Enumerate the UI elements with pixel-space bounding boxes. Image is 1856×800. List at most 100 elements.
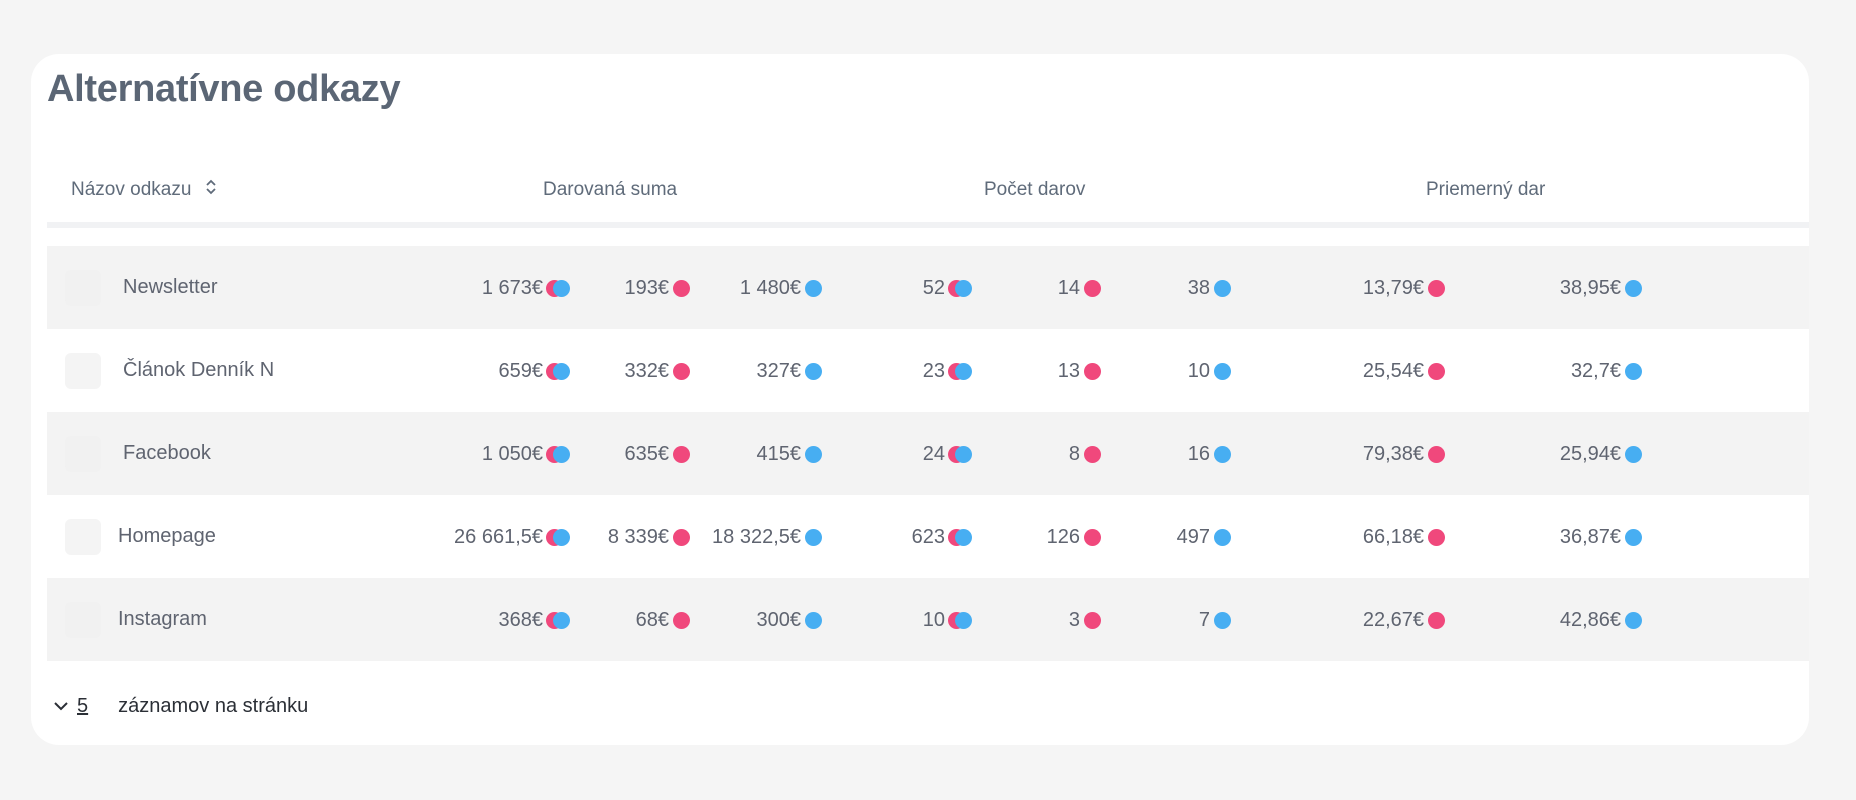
combined-dot-icon bbox=[948, 611, 972, 629]
cell-value: 415€ bbox=[756, 442, 802, 465]
pink-dot-icon bbox=[673, 445, 690, 463]
pink-dot-icon bbox=[673, 362, 690, 380]
cell-sum-total: 1 050€ bbox=[482, 442, 570, 466]
table-body: Newsletter 1 673€ 193€ 1 480€ 52 14 38 13,79€ 38… bbox=[47, 246, 1809, 661]
cell-value: 659€ bbox=[498, 359, 544, 382]
blue-dot-icon bbox=[1214, 279, 1231, 297]
cell-value: 24 bbox=[922, 442, 945, 465]
cell-value: 23 bbox=[922, 359, 945, 382]
table-row[interactable]: Instagram 368€ 68€ 300€ 10 3 7 22,67€ 42,86€ bbox=[47, 578, 1809, 661]
cell-value: 16 bbox=[1187, 442, 1210, 465]
pink-dot-icon bbox=[1428, 611, 1445, 629]
cell-value: 36,87€ bbox=[1559, 525, 1621, 548]
cell-value: 68€ bbox=[635, 608, 669, 631]
column-header-sum: Darovaná suma bbox=[543, 179, 678, 200]
column-header-average: Priemerný dar bbox=[1426, 179, 1546, 200]
cell-sum-pink: 635€ bbox=[624, 442, 690, 466]
combined-dot-icon bbox=[546, 445, 570, 463]
cell-value: 300€ bbox=[756, 608, 802, 631]
cell-cnt-blue: 38 bbox=[1188, 276, 1231, 300]
link-thumbnail bbox=[65, 519, 101, 555]
pink-dot-icon bbox=[673, 528, 690, 546]
pink-dot-icon bbox=[1084, 362, 1101, 380]
cell-cnt-total: 10 bbox=[923, 608, 972, 632]
cell-sum-pink: 193€ bbox=[624, 276, 690, 300]
cell-value: 32,7€ bbox=[1570, 359, 1621, 382]
chevron-down-icon[interactable] bbox=[51, 696, 71, 716]
cell-avg-blue: 25,94€ bbox=[1560, 442, 1642, 466]
table-row[interactable]: Newsletter 1 673€ 193€ 1 480€ 52 14 38 13,79€ 38… bbox=[47, 246, 1809, 329]
cell-avg-blue: 42,86€ bbox=[1560, 608, 1642, 632]
cell-sum-blue: 300€ bbox=[756, 608, 822, 632]
cell-cnt-pink: 8 bbox=[1069, 442, 1101, 466]
cell-value: 7 bbox=[1198, 608, 1210, 631]
cell-value: 22,67€ bbox=[1362, 608, 1424, 631]
link-name: Newsletter bbox=[123, 276, 218, 298]
table-row[interactable]: Článok Denník N 659€ 332€ 327€ 23 13 10 25,54€ 3… bbox=[47, 329, 1809, 412]
pink-dot-icon bbox=[1428, 528, 1445, 546]
blue-dot-icon bbox=[805, 362, 822, 380]
cell-value: 368€ bbox=[498, 608, 544, 631]
cell-value: 25,54€ bbox=[1362, 359, 1424, 382]
cell-value: 79,38€ bbox=[1362, 442, 1424, 465]
cell-sum-pink: 332€ bbox=[625, 359, 690, 383]
link-thumbnail bbox=[65, 353, 101, 389]
cell-cnt-blue: 497 bbox=[1177, 525, 1231, 549]
cell-value: 66,18€ bbox=[1362, 525, 1424, 548]
cell-sum-total: 368€ bbox=[498, 608, 570, 632]
combined-dot-icon bbox=[546, 362, 570, 380]
blue-dot-icon bbox=[1214, 528, 1231, 546]
pink-dot-icon bbox=[1084, 611, 1101, 629]
cell-value: 635€ bbox=[624, 442, 670, 465]
cell-sum-blue: 415€ bbox=[756, 442, 822, 466]
link-name: Instagram bbox=[118, 608, 207, 630]
column-header-count: Počet darov bbox=[984, 179, 1086, 200]
cell-value: 497 bbox=[1176, 525, 1210, 548]
pink-dot-icon bbox=[1084, 279, 1101, 297]
cell-cnt-pink: 13 bbox=[1058, 359, 1101, 383]
pagination-footer: 5 záznamov na stránku bbox=[51, 690, 308, 722]
cell-value: 42,86€ bbox=[1559, 608, 1621, 631]
cell-avg-pink: 22,67€ bbox=[1363, 608, 1445, 632]
combined-dot-icon bbox=[546, 528, 570, 546]
sort-icon[interactable] bbox=[205, 179, 217, 201]
page-title: Alternatívne odkazy bbox=[47, 68, 401, 110]
combined-dot-icon bbox=[948, 445, 972, 463]
cell-avg-pink: 66,18€ bbox=[1363, 525, 1445, 549]
cell-sum-pink: 8 339€ bbox=[608, 525, 690, 549]
blue-dot-icon bbox=[1214, 362, 1231, 380]
cell-value: 38 bbox=[1187, 276, 1210, 299]
blue-dot-icon bbox=[1625, 445, 1642, 463]
cell-cnt-blue: 10 bbox=[1188, 359, 1231, 383]
cell-value: 25,94€ bbox=[1559, 442, 1621, 465]
cell-value: 193€ bbox=[624, 276, 670, 299]
cell-value: 623 bbox=[911, 525, 945, 548]
table-row[interactable]: Facebook 1 050€ 635€ 415€ 24 8 16 79,38€ 25,94€ bbox=[47, 412, 1809, 495]
cell-value: 126 bbox=[1046, 525, 1080, 548]
cell-sum-blue: 18 322,5€ bbox=[712, 525, 822, 549]
cell-avg-pink: 13,79€ bbox=[1363, 276, 1445, 300]
cell-cnt-pink: 126 bbox=[1047, 525, 1101, 549]
pink-dot-icon bbox=[1084, 445, 1101, 463]
records-per-page-select[interactable]: 5 bbox=[77, 694, 89, 717]
cell-cnt-total: 23 bbox=[923, 359, 972, 383]
cell-sum-total: 26 661,5€ bbox=[454, 525, 570, 549]
cell-avg-blue: 38,95€ bbox=[1560, 276, 1642, 300]
cell-avg-pink: 79,38€ bbox=[1363, 442, 1445, 466]
column-header-name[interactable]: Názov odkazu bbox=[71, 179, 217, 201]
cell-value: 38,95€ bbox=[1559, 276, 1621, 299]
cell-value: 8 bbox=[1068, 442, 1080, 465]
column-header-name-label: Názov odkazu bbox=[71, 179, 192, 201]
table-header: Názov odkazu Darovaná suma Počet darov P… bbox=[47, 159, 1809, 217]
cell-value: 10 bbox=[922, 608, 945, 631]
cell-value: 10 bbox=[1187, 359, 1210, 382]
blue-dot-icon bbox=[805, 445, 822, 463]
blue-dot-icon bbox=[1214, 611, 1231, 629]
blue-dot-icon bbox=[1214, 445, 1231, 463]
cell-value: 26 661,5€ bbox=[454, 525, 543, 548]
pink-dot-icon bbox=[1428, 279, 1445, 297]
link-thumbnail bbox=[65, 436, 101, 472]
cell-cnt-pink: 3 bbox=[1069, 608, 1101, 632]
alternative-links-card: Alternatívne odkazy Názov odkazu Darovan… bbox=[31, 54, 1809, 745]
table-row[interactable]: Homepage 26 661,5€ 8 339€ 18 322,5€ 623 126 49… bbox=[47, 495, 1809, 578]
